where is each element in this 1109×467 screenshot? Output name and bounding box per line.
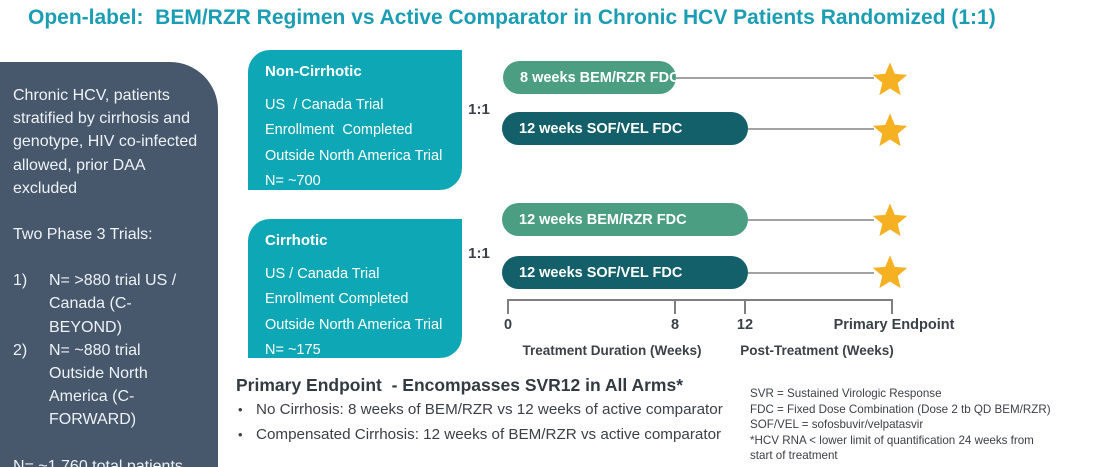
arm-pill-bem-rzr-12wk: 12 weeks BEM/RZR FDC	[502, 203, 748, 236]
cohort-title: Cirrhotic	[265, 232, 328, 249]
trial-list-item: 1) N= >880 trial US / Canada (C-BEYOND)	[13, 269, 202, 339]
timeline-tick-8	[674, 299, 676, 314]
bullet-text: No Cirrhosis: 8 weeks of BEM/RZR vs 12 w…	[256, 401, 723, 418]
patient-population-panel: Chronic HCV, patients stratified by cirr…	[0, 62, 218, 467]
trial-item-number: 2)	[13, 341, 28, 359]
timeline-tick-label-8: 8	[670, 317, 680, 333]
randomization-ratio-non-cirrhotic: 1:1	[468, 101, 490, 118]
post-treatment-axis-label: Post-Treatment (Weeks)	[740, 343, 894, 358]
cohort-title: Non-Cirrhotic	[265, 63, 362, 80]
cohort-enrollment-text: US / Canada Trial Enrollment Completed	[265, 266, 409, 307]
treatment-duration-axis-label: Treatment Duration (Weeks)	[522, 343, 702, 358]
arm-pill-bem-rzr-8wk: 8 weeks BEM/RZR FDC	[503, 61, 680, 94]
arm-timeline-connector	[748, 219, 874, 221]
cohort-n-text: Outside North America Trial N= ~700	[265, 147, 447, 189]
bullet-text: Compensated Cirrhosis: 12 weeks of BEM/R…	[256, 426, 722, 443]
timeline-tick-endpoint	[891, 299, 893, 314]
slide-title: Open-label: BEM/RZR Regimen vs Active Co…	[28, 6, 996, 29]
arm-pill-sof-vel-12wk: 12 weeks SOF/VEL FDC	[502, 112, 748, 145]
trial-item-number: 1)	[13, 272, 28, 290]
timeline-tick-label-0: 0	[503, 317, 513, 333]
primary-endpoint-star-icon	[872, 62, 908, 96]
abbreviation-footnotes: SVR = Sustained Virologic Response FDC =…	[750, 386, 1100, 464]
cohort-enrollment-text: US / Canada Trial Enrollment Completed	[265, 97, 413, 138]
primary-endpoint-star-icon	[872, 203, 908, 237]
trial-item-text: N= >880 trial US / Canada (C-BEYOND)	[49, 272, 177, 336]
bullet-item: • Compensated Cirrhosis: 12 weeks of BEM…	[238, 426, 758, 443]
randomization-ratio-cirrhotic: 1:1	[468, 245, 490, 262]
cohort-box-non-cirrhotic: Non-Cirrhotic US / Canada Trial Enrollme…	[248, 50, 462, 190]
cohort-box-cirrhotic: Cirrhotic US / Canada Trial Enrollment C…	[248, 219, 462, 358]
arm-timeline-connector	[748, 128, 874, 130]
timeline-tick-label-12: 12	[736, 317, 754, 333]
arm-timeline-connector	[748, 272, 874, 274]
bullet-glyph: •	[238, 402, 243, 417]
trial-item-text: N= ~880 trial Outside North America (C-F…	[49, 341, 148, 429]
timeline-endpoint-label: Primary Endpoint	[833, 317, 955, 333]
footnote-line: FDC = Fixed Dose Combination (Dose 2 tb …	[750, 402, 1051, 416]
trials-heading: Two Phase 3 Trials:	[13, 225, 153, 243]
footnote-line: SVR = Sustained Virologic Response	[750, 387, 942, 400]
footnote-line: *HCV RNA < lower limit of quantification…	[750, 433, 1034, 447]
primary-endpoint-star-icon	[872, 113, 908, 147]
cohort-n-text: Outside North America Trial N= ~175	[265, 316, 447, 358]
primary-endpoint-star-icon	[872, 255, 908, 289]
population-description: Chronic HCV, patients stratified by cirr…	[13, 87, 198, 197]
primary-endpoint-heading: Primary Endpoint - Encompasses SVR12 in …	[236, 375, 684, 395]
timeline-tick-12	[744, 299, 746, 314]
arm-timeline-connector	[676, 77, 874, 79]
trial-list-item: 2) N= ~880 trial Outside North America (…	[13, 339, 202, 432]
bullet-glyph: •	[238, 427, 243, 442]
primary-endpoint-bullet-list: • No Cirrhosis: 8 weeks of BEM/RZR vs 12…	[238, 401, 758, 451]
timeline-tick-0	[507, 299, 509, 314]
timeline-axis	[507, 299, 893, 301]
bullet-item: • No Cirrhosis: 8 weeks of BEM/RZR vs 12…	[238, 401, 758, 418]
footnote-line: SOF/VEL = sofosbuvir/velpatasvir	[750, 418, 924, 431]
total-patients: N= ~1,760 total patients	[13, 458, 183, 467]
footnote-line: start of treatment	[750, 449, 838, 462]
arm-pill-sof-vel-12wk-cirrhotic: 12 weeks SOF/VEL FDC	[502, 256, 748, 289]
